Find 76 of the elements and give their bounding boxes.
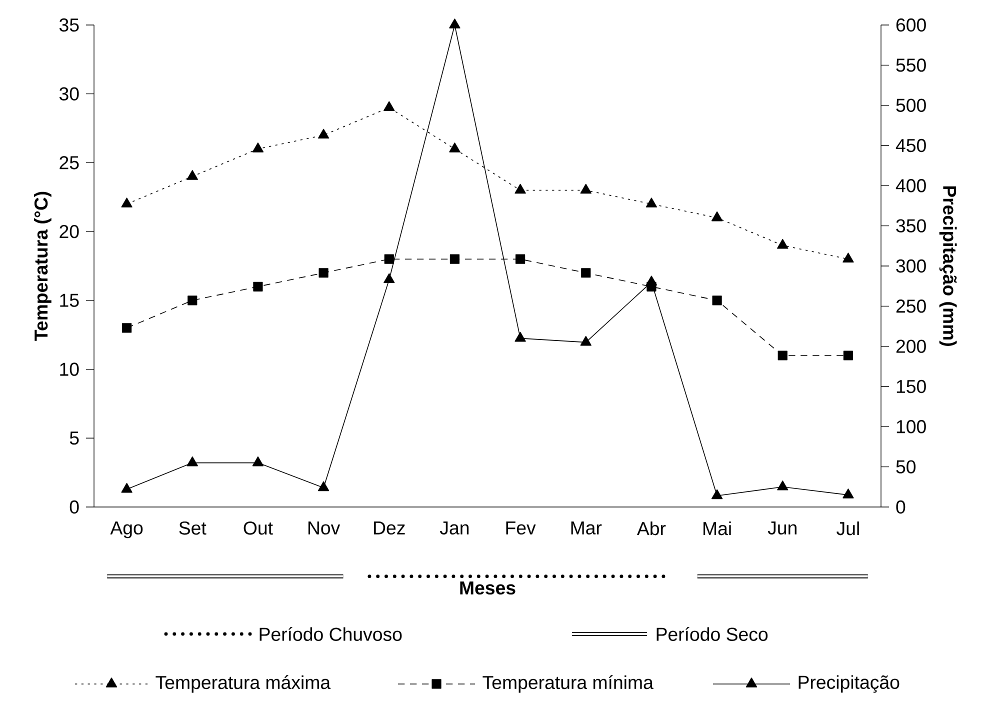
x-tick-label: Nov bbox=[308, 521, 340, 535]
x-tick-label: Out bbox=[244, 521, 273, 535]
point bbox=[449, 142, 460, 152]
y2-tick-label: 0 bbox=[896, 500, 906, 514]
point bbox=[777, 238, 788, 249]
text: Período Chuvoso bbox=[260, 627, 402, 641]
x-axis-title: Meses bbox=[460, 581, 516, 595]
x-tick-label: Jun bbox=[768, 521, 796, 535]
point bbox=[384, 101, 395, 112]
y-tick-label: 0 bbox=[70, 500, 79, 514]
point bbox=[384, 273, 395, 284]
legend-label: Precipitação bbox=[798, 675, 900, 693]
point bbox=[253, 282, 263, 292]
point bbox=[121, 198, 132, 208]
point bbox=[580, 184, 592, 194]
point bbox=[843, 350, 854, 360]
x-tick-label: Dez bbox=[374, 521, 405, 535]
y2-tick-label: 150 bbox=[896, 380, 926, 394]
x-tick-label: Mai bbox=[704, 521, 731, 536]
point bbox=[252, 456, 264, 466]
point bbox=[777, 480, 788, 490]
y2-tick-label: 550 bbox=[896, 58, 926, 72]
x-tick-label: Set bbox=[179, 521, 206, 535]
point bbox=[318, 128, 330, 139]
y-tick-label: 25 bbox=[60, 156, 79, 170]
legend-label: Temperatura mínima bbox=[482, 675, 654, 693]
point bbox=[646, 198, 658, 208]
y2-tick-label: 400 bbox=[896, 179, 926, 192]
y-tick-label: 5 bbox=[70, 432, 79, 445]
point bbox=[318, 481, 330, 492]
point bbox=[515, 254, 526, 264]
y-tick-label: 15 bbox=[60, 294, 79, 307]
point bbox=[188, 296, 198, 306]
y2-tick-label: 450 bbox=[896, 138, 926, 152]
y2-tick-label: 250 bbox=[896, 300, 926, 313]
point bbox=[646, 276, 658, 286]
y2-tick-label: 600 bbox=[896, 18, 926, 32]
y2-tick-label: 100 bbox=[896, 420, 926, 434]
x-tick-label: Mar bbox=[571, 521, 602, 535]
x-tick-label: Jan bbox=[440, 521, 469, 535]
point bbox=[121, 482, 132, 493]
point bbox=[186, 456, 198, 466]
x-tick-label: Ago bbox=[110, 521, 143, 538]
point bbox=[514, 184, 526, 194]
point bbox=[711, 211, 723, 222]
point bbox=[778, 350, 788, 360]
y-axis-title: Temperatura (°C) bbox=[34, 192, 52, 341]
y2-tick-label: 500 bbox=[896, 98, 926, 112]
point bbox=[581, 268, 591, 278]
x-tick-label: Abr bbox=[636, 521, 666, 536]
point bbox=[186, 170, 198, 180]
y-tick-label: 35 bbox=[59, 18, 79, 32]
point bbox=[450, 254, 460, 264]
y2-axis-title: Precipitação (mm) bbox=[939, 186, 957, 346]
point bbox=[711, 489, 723, 500]
y2-tick-label: 200 bbox=[896, 340, 926, 353]
legend-label: Temperatura máxima bbox=[156, 675, 331, 693]
point bbox=[514, 332, 526, 342]
y-tick-label: 30 bbox=[59, 87, 79, 100]
point bbox=[449, 18, 460, 28]
point bbox=[712, 296, 722, 306]
y2-tick-label: 300 bbox=[896, 259, 926, 273]
y-tick-label: 20 bbox=[60, 224, 79, 238]
y2-tick-label: 50 bbox=[896, 460, 916, 474]
y-tick-label: 10 bbox=[60, 362, 79, 376]
point bbox=[580, 336, 592, 346]
point bbox=[252, 142, 264, 152]
point bbox=[384, 254, 394, 264]
x-tick-label: Fev bbox=[506, 521, 536, 535]
text: Período Seco bbox=[656, 627, 768, 641]
x-tick-label: Jul bbox=[836, 521, 859, 536]
point bbox=[122, 323, 132, 333]
point bbox=[842, 252, 854, 263]
point bbox=[842, 488, 854, 498]
point bbox=[318, 268, 328, 278]
y2-tick-label: 350 bbox=[896, 219, 926, 232]
